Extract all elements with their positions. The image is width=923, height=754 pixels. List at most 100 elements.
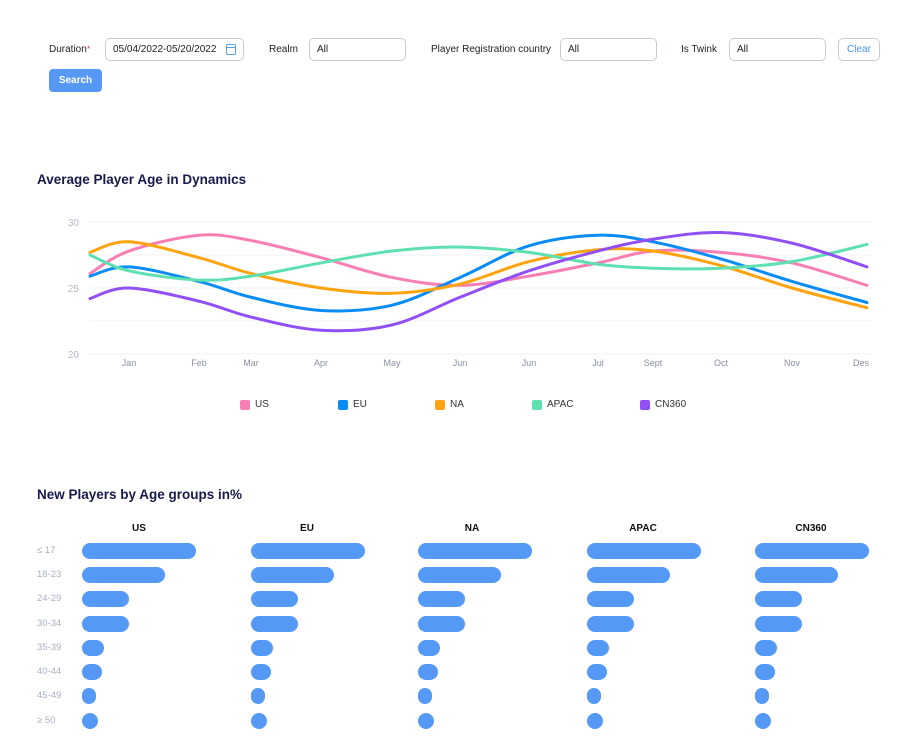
bar-cn360-6[interactable] <box>755 688 769 704</box>
twink-select[interactable]: All <box>729 38 826 61</box>
line-chart-title: Average Player Age in Dynamics <box>37 172 247 187</box>
search-button[interactable]: Search <box>49 69 102 92</box>
bar-us-0[interactable] <box>82 543 196 559</box>
country-label: Player Registration country <box>431 44 552 55</box>
country-value: All <box>568 44 580 55</box>
bar-cn360-1[interactable] <box>755 567 838 583</box>
legend-label: EU <box>353 399 367 410</box>
legend-item-na[interactable]: NA <box>435 399 464 410</box>
average-age-line-chart: 20 25 30 Jan Feb Mar Apr May Jun Jun Jul Sept Oct Nov… <box>68 218 872 368</box>
age-group-label: 18-23 <box>37 569 62 580</box>
bar-us-1[interactable] <box>82 567 165 583</box>
x-tick-label: Des <box>853 358 870 368</box>
bar-na-3[interactable] <box>418 616 466 632</box>
twink-label: Is Twink <box>681 44 717 55</box>
bar-eu-5[interactable] <box>251 664 271 680</box>
duration-label: Duration* <box>49 44 90 55</box>
legend-label: CN360 <box>655 399 687 410</box>
legend-item-cn360[interactable]: CN360 <box>640 399 686 410</box>
age-group-label: 35-39 <box>37 642 62 653</box>
bar-group-title-cn360: CN360 <box>795 523 827 534</box>
bar-apac-7[interactable] <box>587 713 603 729</box>
bar-group-title-apac: APAC <box>629 523 657 534</box>
y-tick-label: 25 <box>68 284 80 295</box>
bar-us-3[interactable] <box>82 616 130 632</box>
bar-cn360-7[interactable] <box>755 713 771 729</box>
bar-na-6[interactable] <box>418 688 432 704</box>
bar-apac-2[interactable] <box>587 591 635 607</box>
bar-eu-7[interactable] <box>251 713 267 729</box>
x-tick-label: Nov <box>784 358 801 368</box>
bar-na-0[interactable] <box>418 543 532 559</box>
legend-label: US <box>255 399 269 410</box>
filter-bar: Duration* 05/04/2022-05/20/2022 Realm Al… <box>0 0 923 100</box>
bar-na-5[interactable] <box>418 664 438 680</box>
series-line-cn360[interactable] <box>88 231 869 333</box>
legend-item-us[interactable]: US <box>240 399 269 410</box>
bar-us-2[interactable] <box>82 591 130 607</box>
legend-label: APAC <box>547 399 574 410</box>
age-group-label: 24-29 <box>37 593 62 604</box>
age-group-label: ≤ 17 <box>37 545 56 556</box>
x-tick-label: Feb <box>191 358 207 368</box>
bar-eu-3[interactable] <box>251 616 299 632</box>
bar-eu-6[interactable] <box>251 688 265 704</box>
legend-swatch <box>532 399 542 410</box>
bar-us-5[interactable] <box>82 664 102 680</box>
legend-item-apac[interactable]: APAC <box>532 399 574 410</box>
bar-cn360-4[interactable] <box>755 640 777 656</box>
twink-value: All <box>737 44 749 55</box>
bar-apac-6[interactable] <box>587 688 601 704</box>
required-mark: * <box>86 44 91 54</box>
bar-cn360-5[interactable] <box>755 664 775 680</box>
x-tick-label: Sept <box>644 358 663 368</box>
bar-eu-2[interactable] <box>251 591 299 607</box>
bar-apac-3[interactable] <box>587 616 635 632</box>
bar-eu-1[interactable] <box>251 567 334 583</box>
age-groups-bar-chart: ≤ 17 18-23 24-29 30-34 35-39 40-44 45-49 ≥ 50 US… <box>0 515 923 750</box>
bar-na-1[interactable] <box>418 567 501 583</box>
bar-group-title-eu: EU <box>300 523 314 534</box>
country-select[interactable]: All <box>560 38 657 61</box>
x-tick-label: Mar <box>243 358 259 368</box>
age-group-label: ≥ 50 <box>37 715 56 726</box>
bar-eu-0[interactable] <box>251 543 365 559</box>
bar-apac-5[interactable] <box>587 664 607 680</box>
legend-item-eu[interactable]: EU <box>338 399 367 410</box>
bar-apac-0[interactable] <box>587 543 701 559</box>
bar-apac-4[interactable] <box>587 640 609 656</box>
legend-label: NA <box>450 399 464 410</box>
x-tick-label: Apr <box>314 358 328 368</box>
duration-value: 05/04/2022-05/20/2022 <box>113 44 217 55</box>
duration-label-text: Duration <box>49 44 87 55</box>
bar-chart-title: New Players by Age groups in% <box>37 487 243 502</box>
duration-date-range-input[interactable]: 05/04/2022-05/20/2022 <box>105 38 244 61</box>
bar-us-4[interactable] <box>82 640 104 656</box>
legend-swatch <box>435 399 445 410</box>
legend-swatch <box>240 399 250 410</box>
legend-swatch <box>338 399 348 410</box>
bar-na-7[interactable] <box>418 713 434 729</box>
bar-apac-1[interactable] <box>587 567 670 583</box>
bar-us-7[interactable] <box>82 713 98 729</box>
age-group-label: 45-49 <box>37 690 62 701</box>
series-line-na[interactable] <box>88 240 869 310</box>
bar-cn360-3[interactable] <box>755 616 803 632</box>
calendar-icon[interactable] <box>226 44 236 55</box>
y-tick-label: 20 <box>68 350 80 361</box>
bar-eu-4[interactable] <box>251 640 273 656</box>
x-tick-label: Oct <box>714 358 729 368</box>
realm-label: Realm <box>269 44 298 55</box>
x-tick-label: Jan <box>122 358 137 368</box>
bar-group-title-us: US <box>132 523 146 534</box>
bar-cn360-2[interactable] <box>755 591 803 607</box>
bar-na-2[interactable] <box>418 591 466 607</box>
series-line-apac[interactable] <box>88 242 869 282</box>
bar-cn360-0[interactable] <box>755 543 869 559</box>
realm-select[interactable]: All <box>309 38 406 61</box>
bar-na-4[interactable] <box>418 640 440 656</box>
clear-button[interactable]: Clear <box>838 38 880 61</box>
bar-group-title-na: NA <box>464 523 480 534</box>
bar-us-6[interactable] <box>82 688 96 704</box>
line-chart-legend: US EU NA APAC CN360 <box>0 399 923 415</box>
